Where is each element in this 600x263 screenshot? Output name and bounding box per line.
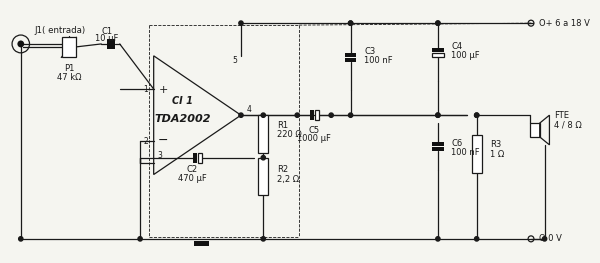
Circle shape	[475, 113, 479, 117]
Text: 100 μF: 100 μF	[451, 51, 480, 60]
Circle shape	[475, 237, 479, 241]
Circle shape	[261, 113, 265, 117]
Text: 1 Ω: 1 Ω	[490, 150, 505, 159]
Bar	[198, 153, 202, 163]
Bar	[112, 39, 115, 49]
Text: 4 / 8 Ω: 4 / 8 Ω	[554, 120, 582, 130]
Circle shape	[19, 237, 23, 241]
Circle shape	[436, 21, 440, 25]
Text: TDA2002: TDA2002	[155, 114, 211, 124]
Text: 4: 4	[247, 105, 251, 114]
Text: C1: C1	[101, 27, 113, 36]
Circle shape	[542, 237, 547, 241]
Text: 2,2 Ω: 2,2 Ω	[277, 175, 299, 184]
Circle shape	[349, 113, 353, 117]
Bar	[530, 123, 540, 137]
Text: C4: C4	[451, 42, 463, 51]
Bar	[432, 53, 444, 57]
Text: 2: 2	[143, 137, 148, 146]
Bar	[259, 115, 268, 153]
Circle shape	[436, 237, 440, 241]
Circle shape	[17, 41, 24, 47]
Text: −: −	[158, 134, 169, 147]
Circle shape	[475, 113, 479, 117]
Bar	[345, 58, 356, 62]
Bar	[259, 158, 268, 195]
Text: 100 nF: 100 nF	[364, 56, 393, 65]
Text: C3: C3	[364, 47, 376, 56]
Text: 47 kΩ: 47 kΩ	[57, 73, 82, 82]
Circle shape	[239, 21, 243, 25]
Text: J1( entrada): J1( entrada)	[34, 26, 85, 34]
Text: 1: 1	[143, 84, 148, 94]
Circle shape	[261, 237, 265, 241]
Text: C5: C5	[308, 125, 320, 134]
Text: +: +	[158, 85, 168, 95]
Circle shape	[239, 113, 243, 117]
Text: R2: R2	[277, 165, 288, 174]
Bar	[432, 142, 444, 146]
Text: C6: C6	[451, 139, 463, 148]
Circle shape	[329, 113, 334, 117]
Circle shape	[261, 155, 265, 160]
Bar	[432, 147, 444, 151]
Circle shape	[349, 21, 353, 25]
Text: FTE: FTE	[554, 111, 569, 120]
Text: R3: R3	[490, 140, 502, 149]
Bar	[194, 241, 209, 246]
Bar	[193, 153, 197, 163]
Circle shape	[436, 21, 440, 25]
Bar	[472, 135, 482, 173]
Bar	[107, 39, 110, 49]
Circle shape	[138, 237, 142, 241]
Bar	[432, 48, 444, 52]
Bar	[62, 37, 76, 57]
Circle shape	[349, 21, 353, 25]
Text: 1000 μF: 1000 μF	[297, 134, 331, 143]
Circle shape	[436, 113, 440, 117]
Text: O+ 6 a 18 V: O+ 6 a 18 V	[539, 19, 590, 28]
Circle shape	[436, 113, 440, 117]
Circle shape	[295, 113, 299, 117]
Text: 10 μF: 10 μF	[95, 34, 119, 43]
Text: 5: 5	[232, 56, 237, 65]
Text: R1: R1	[277, 120, 288, 130]
Text: P1: P1	[64, 64, 74, 73]
Text: 100 nF: 100 nF	[451, 148, 480, 157]
Text: O 0 V: O 0 V	[539, 234, 562, 243]
Text: 470 μF: 470 μF	[178, 174, 206, 183]
Text: C2: C2	[187, 165, 197, 174]
Bar	[310, 110, 314, 120]
Text: 3: 3	[158, 151, 163, 160]
Bar	[315, 110, 319, 120]
Text: CI 1: CI 1	[172, 96, 193, 106]
Text: 220 Ω: 220 Ω	[277, 130, 302, 139]
Bar	[345, 53, 356, 57]
